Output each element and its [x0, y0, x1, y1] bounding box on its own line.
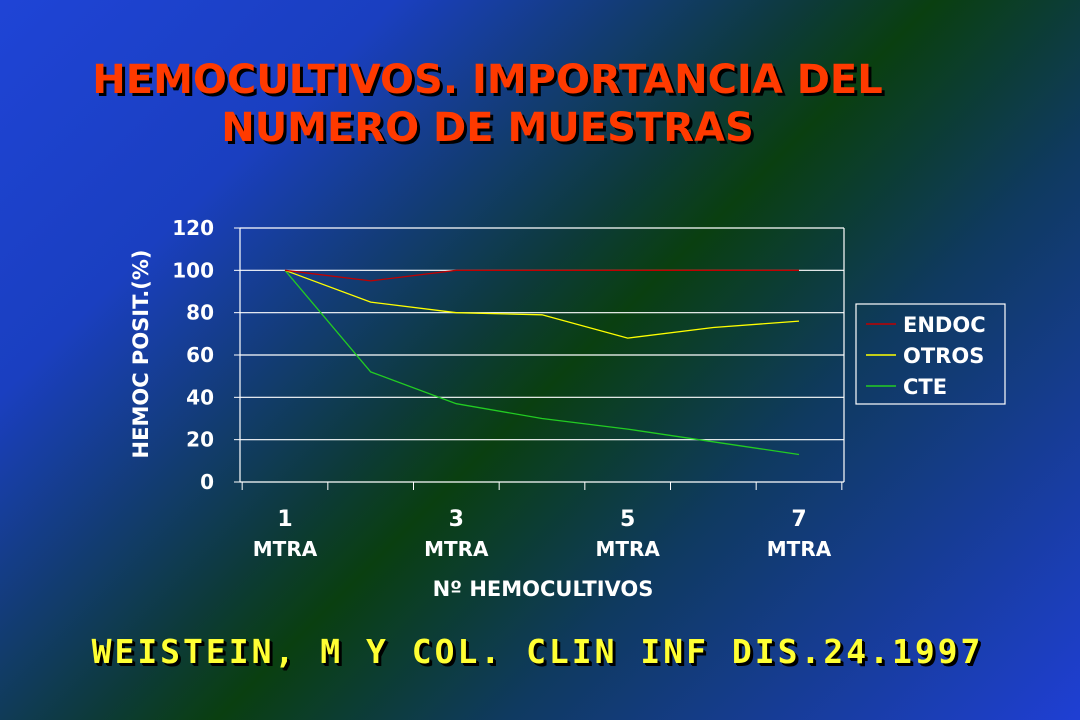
- y-tick-label: 60: [186, 343, 214, 367]
- citation: WEISTEIN, M Y COL. CLIN INF DIS.24.1997: [91, 632, 984, 671]
- chart-gridlines: [240, 227, 844, 441]
- series-line-endoc: [284, 269, 799, 282]
- x-tick-label-unit: MTRA: [595, 537, 660, 561]
- y-axis-tick-labels: 0 20 40 60 80 100 120: [172, 216, 214, 494]
- x-axis-title: Nº HEMOCULTIVOS: [433, 577, 654, 601]
- chart-legend: ENDOC OTROS CTE: [855, 303, 1006, 405]
- chart-series-lines: [284, 269, 800, 456]
- legend-box: [855, 303, 1006, 405]
- slide-title-line-1: HEMOCULTIVOS. IMPORTANCIA DEL: [92, 57, 883, 103]
- x-tick-label-number: 1: [277, 507, 292, 532]
- legend-label-endoc: ENDOC: [903, 313, 986, 337]
- slide-title-line-2: NUMERO DE MUESTRAS: [221, 105, 754, 151]
- x-axis-tick-labels: 1 MTRA 3 MTRA 5 MTRA 7 MTRA: [253, 507, 832, 561]
- x-tick-label-number: 7: [791, 507, 806, 532]
- x-tick-label-number: 5: [620, 507, 635, 532]
- y-axis-title: HEMOC POSIT.(%): [129, 250, 153, 459]
- y-tick-label: 20: [186, 428, 214, 452]
- y-tick-label: 120: [172, 216, 214, 240]
- chart-axes: [234, 227, 845, 490]
- series-line-cte: [284, 269, 800, 456]
- y-tick-label: 0: [200, 470, 214, 494]
- x-tick-label-unit: MTRA: [253, 537, 318, 561]
- legend-label-otros: OTROS: [903, 344, 984, 368]
- legend-label-cte: CTE: [903, 375, 947, 399]
- series-line-otros: [284, 269, 800, 339]
- y-tick-label: 100: [172, 258, 214, 282]
- y-tick-label: 80: [186, 301, 214, 325]
- y-tick-label: 40: [186, 385, 214, 409]
- x-tick-label-number: 3: [449, 507, 464, 532]
- x-tick-label-unit: MTRA: [767, 537, 832, 561]
- slide-title: HEMOCULTIVOS. IMPORTANCIA DEL NUMERO DE …: [0, 56, 975, 152]
- x-tick-label-unit: MTRA: [424, 537, 489, 561]
